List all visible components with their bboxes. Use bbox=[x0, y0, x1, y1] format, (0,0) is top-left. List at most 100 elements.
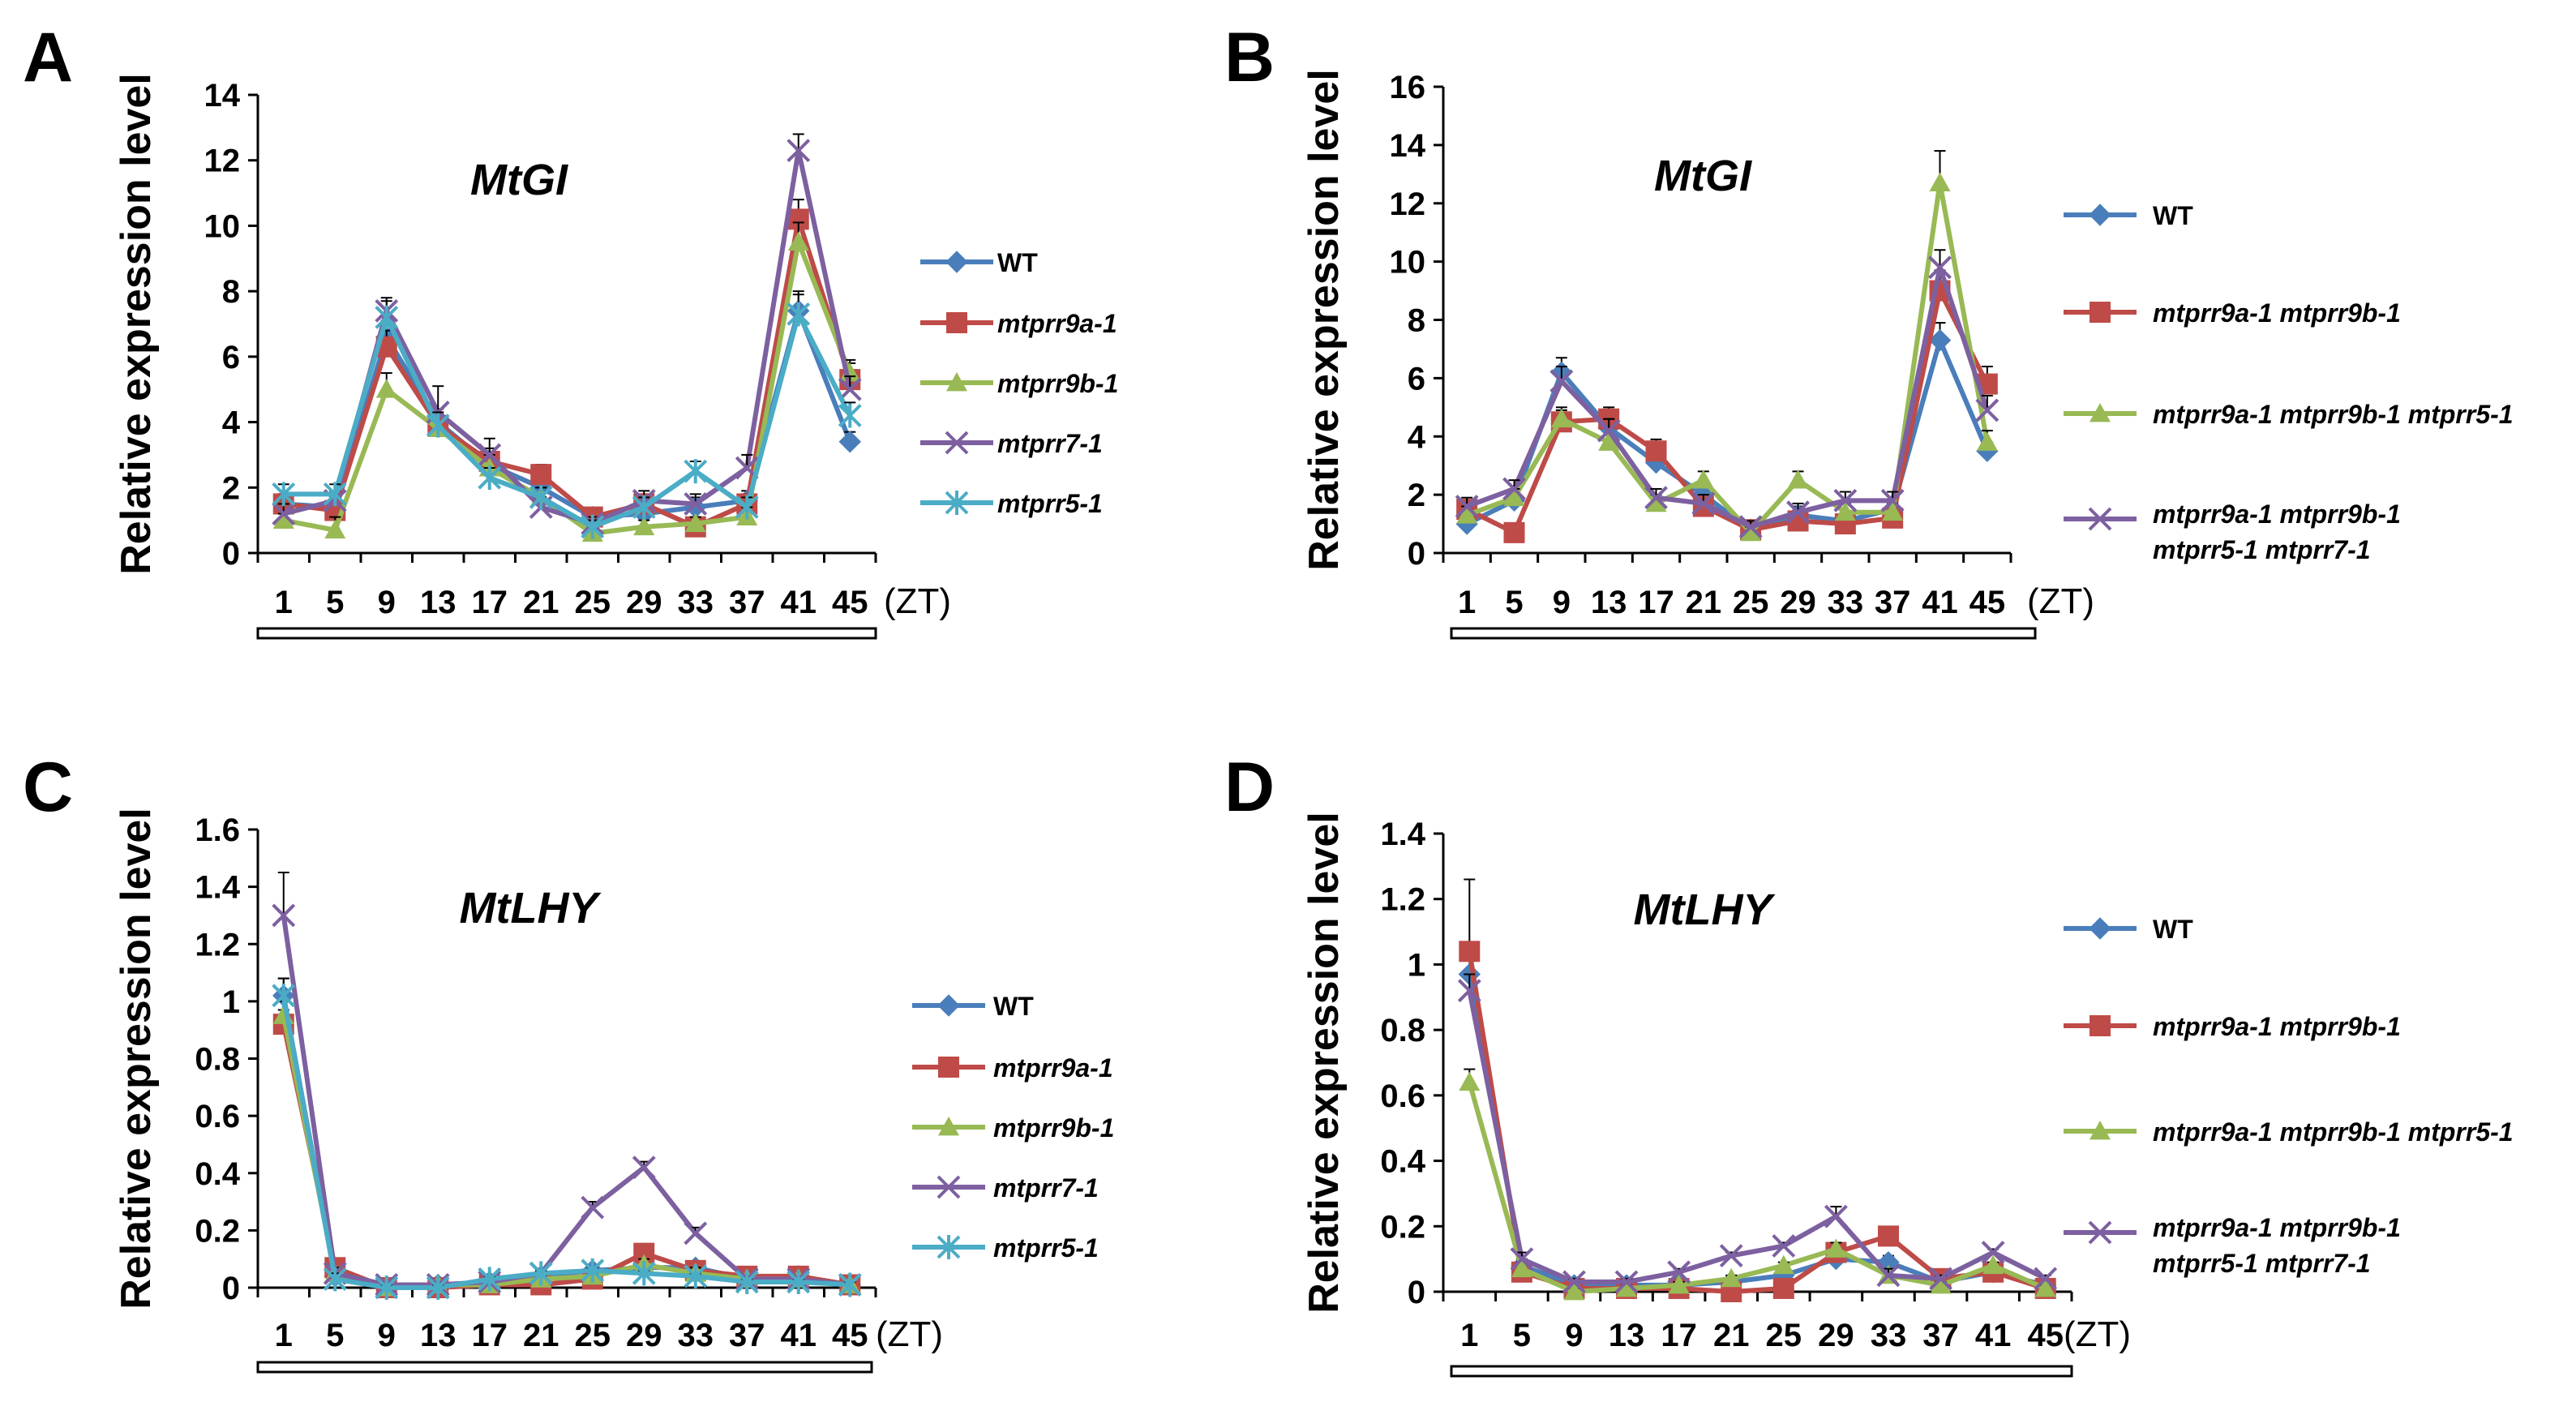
legend-marker bbox=[2089, 917, 2111, 940]
x-unit-label: (ZT) bbox=[2064, 1314, 2131, 1354]
data-point bbox=[1928, 328, 1952, 352]
x-tick-label: 41 bbox=[781, 585, 817, 620]
y-tick-label: 14 bbox=[1390, 128, 1426, 164]
y-axis-label: Relative expression level bbox=[113, 73, 160, 575]
y-tick-label: 0.8 bbox=[195, 1042, 240, 1078]
data-point bbox=[1459, 941, 1481, 963]
data-point bbox=[633, 516, 655, 536]
data-point bbox=[1562, 1270, 1586, 1294]
data-point bbox=[1503, 521, 1525, 543]
data-point bbox=[529, 485, 553, 510]
data-point bbox=[1975, 398, 2000, 422]
x-tick-label: 45 bbox=[2027, 1318, 2064, 1353]
data-point bbox=[272, 983, 296, 1008]
data-point bbox=[1880, 488, 1905, 512]
legend-label: mtprr9a-1 bbox=[997, 309, 1117, 338]
data-point bbox=[1740, 521, 1762, 542]
data-point bbox=[1982, 1254, 2004, 1275]
y-tick-label: 0 bbox=[1408, 536, 1425, 572]
x-tick-label: 25 bbox=[575, 585, 611, 620]
legend-label: mtprr9a-1 mtprr9b-1 bbox=[2153, 1012, 2401, 1041]
chart-title: MtGI bbox=[1654, 152, 1752, 200]
x-tick-label: 13 bbox=[420, 585, 456, 620]
y-tick-label: 6 bbox=[1408, 361, 1425, 397]
data-point bbox=[1692, 469, 1714, 489]
x-tick-label: 5 bbox=[1505, 585, 1523, 620]
data-point bbox=[1510, 1247, 1534, 1271]
x-tick-label: 25 bbox=[1766, 1318, 1802, 1353]
data-point bbox=[2034, 1267, 2058, 1291]
data-point bbox=[323, 1267, 347, 1292]
series-line bbox=[283, 311, 852, 530]
data-point bbox=[581, 1258, 605, 1283]
x-tick-label: 21 bbox=[523, 585, 559, 620]
x-tick-label: 21 bbox=[523, 1318, 559, 1353]
y-tick-label: 8 bbox=[1408, 303, 1425, 339]
data-point bbox=[1644, 486, 1668, 510]
data-point bbox=[530, 464, 552, 486]
y-axis-label: Relative expression level bbox=[1301, 69, 1348, 571]
y-tick-label: 2 bbox=[222, 470, 240, 506]
legend-marker bbox=[945, 251, 968, 273]
panel-letter: B bbox=[1224, 19, 1275, 96]
y-tick-label: 1 bbox=[222, 984, 240, 1020]
x-unit-label: (ZT) bbox=[876, 1314, 943, 1354]
x-tick-label: 29 bbox=[626, 1318, 662, 1353]
data-point bbox=[323, 482, 347, 507]
x-tick-label: 33 bbox=[1828, 585, 1864, 620]
x-tick-label: 13 bbox=[1591, 585, 1627, 620]
y-tick-label: 1.4 bbox=[195, 870, 240, 906]
y-tick-label: 12 bbox=[204, 144, 241, 179]
data-point bbox=[632, 1155, 656, 1180]
legend-marker bbox=[2089, 204, 2111, 226]
x-tick-label: 37 bbox=[729, 1318, 765, 1353]
x-tick-label: 25 bbox=[575, 1318, 611, 1353]
x-tick-label: 9 bbox=[1553, 585, 1571, 620]
series-line bbox=[1466, 264, 1990, 530]
data-point bbox=[1459, 1071, 1481, 1091]
series-mtprr9b-1 bbox=[272, 1000, 861, 1297]
y-tick-label: 0.8 bbox=[1380, 1013, 1425, 1048]
legend-label: WT bbox=[997, 248, 1038, 277]
series-mtprr9a-1-mtprr9b-1-mtprr5-1 bbox=[1459, 1068, 2056, 1301]
series-mtprr9a-1-mtprr9b-1 bbox=[1456, 269, 1998, 543]
data-point bbox=[1786, 500, 1810, 525]
data-point bbox=[1929, 172, 1951, 191]
series-line bbox=[1467, 950, 2047, 1294]
data-point bbox=[1691, 491, 1716, 516]
x-tick-label: 45 bbox=[832, 1318, 868, 1353]
legend-marker bbox=[938, 1117, 959, 1136]
data-point bbox=[1772, 1254, 1794, 1275]
data-point bbox=[1616, 1277, 1638, 1297]
data-point bbox=[1834, 501, 1856, 521]
series-line bbox=[1466, 180, 1990, 535]
data-point bbox=[787, 231, 809, 251]
y-tick-label: 0 bbox=[222, 536, 240, 572]
y-tick-label: 0 bbox=[222, 1271, 240, 1306]
x-tick-label: 13 bbox=[1609, 1318, 1645, 1353]
legend-marker bbox=[945, 431, 969, 455]
chart-panel-c: C00.20.40.60.811.21.41.61 5 9 13 17 21 25 29 33 3… bbox=[23, 748, 1114, 1374]
light-dark-bar bbox=[1450, 1365, 2073, 1378]
x-tick-label: 33 bbox=[678, 1318, 714, 1353]
chart-title: MtGI bbox=[470, 156, 568, 204]
x-tick-label: 21 bbox=[1713, 1318, 1750, 1353]
data-point bbox=[1502, 477, 1526, 501]
legend-marker bbox=[946, 372, 967, 392]
y-tick-label: 1.6 bbox=[195, 812, 240, 848]
data-point bbox=[1882, 501, 1904, 521]
series-mtprr9a-1 bbox=[272, 1009, 861, 1298]
legend-label: WT bbox=[2153, 201, 2193, 230]
data-point bbox=[529, 1261, 553, 1286]
data-point bbox=[787, 139, 811, 163]
x-tick-label: 5 bbox=[326, 1318, 344, 1353]
data-point bbox=[324, 519, 346, 539]
y-tick-label: 0.6 bbox=[1380, 1078, 1425, 1114]
x-tick-label: 37 bbox=[1922, 1318, 1959, 1353]
y-tick-label: 4 bbox=[222, 405, 241, 441]
legend-marker bbox=[2090, 403, 2111, 422]
data-point bbox=[1563, 1281, 1585, 1301]
y-tick-label: 4 bbox=[1408, 419, 1426, 455]
data-point bbox=[1877, 1225, 1899, 1247]
data-point bbox=[1503, 487, 1525, 507]
